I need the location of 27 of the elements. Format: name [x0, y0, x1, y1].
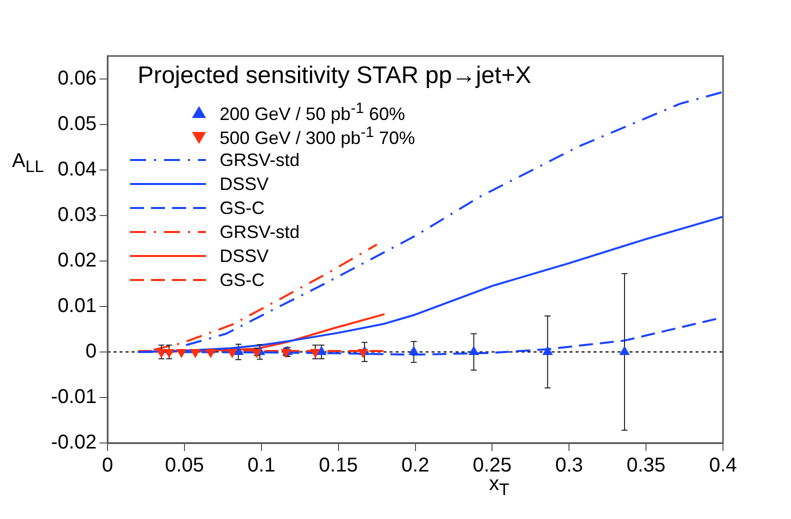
legend-label: DSSV	[220, 174, 269, 194]
y-tick-label: 0.03	[58, 204, 97, 226]
y-axis-title: A$_{LL}$	[12, 150, 44, 176]
legend-label: GRSV-std	[220, 150, 300, 170]
x-tick-label: 0.2	[401, 454, 430, 477]
x-tick-label: 0.1	[248, 454, 276, 477]
y-tick-label: 0.05	[58, 112, 97, 135]
x-tick-label: 0	[102, 454, 114, 477]
y-tick-label: -0.01	[50, 386, 97, 408]
y-tick-label: 0.01	[58, 294, 97, 317]
chart-title: Projected sensitivity STAR pp→jet+X	[138, 62, 532, 90]
y-tick-label: -0.02	[50, 432, 97, 454]
x-tick-label: 0.05	[165, 454, 204, 477]
y-tick-label: 0.02	[58, 249, 97, 272]
x-tick-label: 0.15	[318, 454, 358, 477]
x-tick-label: 0.3	[555, 454, 584, 477]
legend-label: 500 GeV / 300 pb$^{-1}$ 70%	[220, 124, 416, 148]
legend-label: DSSV	[220, 246, 269, 266]
legend-label: GS-C	[220, 270, 265, 290]
x-tick-label: 0.35	[626, 454, 666, 477]
legend-label: 200 GeV / 50 pb$^{-1}$ 60%	[220, 100, 406, 124]
x-tick-label: 0.4	[709, 454, 737, 477]
y-tick-label: 0.06	[58, 67, 97, 90]
legend-label: GS-C	[220, 198, 265, 218]
y-tick-label: 0	[85, 340, 97, 362]
y-tick-label: 0.04	[58, 158, 97, 180]
legend-label: GRSV-std	[220, 222, 300, 242]
